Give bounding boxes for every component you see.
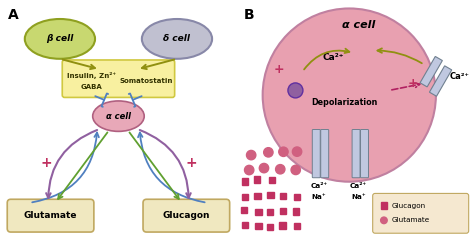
- Text: Ca²⁺: Ca²⁺: [449, 72, 469, 81]
- FancyArrowPatch shape: [140, 130, 191, 198]
- Text: B: B: [244, 9, 255, 23]
- FancyBboxPatch shape: [373, 193, 469, 233]
- Text: A: A: [9, 9, 19, 23]
- Bar: [255, 209, 262, 215]
- FancyArrowPatch shape: [95, 93, 108, 107]
- Circle shape: [259, 163, 269, 173]
- FancyBboxPatch shape: [143, 199, 230, 232]
- FancyArrowPatch shape: [142, 59, 174, 69]
- Text: β cell: β cell: [46, 34, 73, 43]
- Ellipse shape: [142, 19, 212, 59]
- Bar: [254, 177, 260, 183]
- FancyArrowPatch shape: [129, 132, 179, 199]
- Text: Ca²⁺: Ca²⁺: [322, 53, 344, 62]
- Text: Glucagon: Glucagon: [163, 211, 210, 220]
- Circle shape: [381, 217, 387, 224]
- Bar: [280, 193, 286, 199]
- FancyArrowPatch shape: [377, 48, 422, 63]
- Text: Ca²⁺: Ca²⁺: [310, 183, 328, 189]
- Text: Na⁺: Na⁺: [351, 194, 366, 200]
- FancyBboxPatch shape: [312, 129, 320, 178]
- Text: Depolarization: Depolarization: [311, 98, 378, 107]
- Circle shape: [279, 147, 288, 156]
- Bar: [242, 194, 248, 200]
- Bar: [269, 177, 275, 183]
- FancyArrowPatch shape: [63, 59, 95, 69]
- FancyBboxPatch shape: [321, 129, 328, 178]
- FancyArrowPatch shape: [129, 93, 142, 107]
- Circle shape: [246, 150, 256, 160]
- Text: Glucagon: Glucagon: [392, 203, 426, 209]
- Bar: [381, 202, 387, 209]
- FancyArrowPatch shape: [304, 49, 349, 69]
- Text: Glutamate: Glutamate: [24, 211, 77, 220]
- Bar: [267, 192, 274, 198]
- FancyArrowPatch shape: [32, 133, 99, 202]
- Polygon shape: [429, 66, 452, 96]
- Polygon shape: [420, 56, 442, 87]
- FancyArrowPatch shape: [58, 132, 108, 199]
- Circle shape: [275, 164, 285, 174]
- Bar: [279, 222, 286, 229]
- FancyBboxPatch shape: [7, 199, 94, 232]
- Bar: [242, 178, 248, 185]
- FancyBboxPatch shape: [361, 129, 368, 178]
- Text: Somatostatin: Somatostatin: [120, 78, 173, 84]
- Ellipse shape: [25, 19, 95, 59]
- Bar: [267, 224, 273, 230]
- Text: δ cell: δ cell: [164, 34, 191, 43]
- Circle shape: [263, 9, 436, 182]
- Bar: [293, 194, 300, 200]
- FancyBboxPatch shape: [352, 129, 360, 178]
- Bar: [255, 223, 262, 229]
- Text: Na⁺: Na⁺: [311, 194, 326, 200]
- Text: +: +: [185, 156, 197, 170]
- Ellipse shape: [93, 101, 144, 131]
- Circle shape: [292, 147, 302, 156]
- Text: Insulin, Zn²⁺: Insulin, Zn²⁺: [67, 72, 116, 79]
- Text: α cell: α cell: [106, 112, 131, 121]
- Text: GABA: GABA: [81, 84, 102, 90]
- FancyBboxPatch shape: [62, 60, 174, 97]
- Bar: [254, 193, 261, 199]
- Text: +: +: [273, 63, 284, 76]
- Circle shape: [264, 148, 273, 157]
- Text: α cell: α cell: [342, 20, 375, 30]
- Bar: [293, 223, 300, 229]
- Bar: [293, 208, 300, 215]
- Circle shape: [288, 83, 303, 98]
- Bar: [267, 209, 273, 215]
- FancyArrowPatch shape: [392, 83, 419, 90]
- FancyArrowPatch shape: [138, 133, 205, 202]
- Text: +: +: [407, 77, 418, 90]
- Circle shape: [291, 165, 301, 175]
- Circle shape: [245, 165, 254, 175]
- Text: Glutamate: Glutamate: [392, 217, 429, 223]
- Bar: [280, 208, 286, 214]
- Bar: [241, 207, 247, 213]
- Text: Ca²⁺: Ca²⁺: [350, 183, 367, 189]
- FancyArrowPatch shape: [46, 130, 97, 198]
- Text: +: +: [40, 156, 52, 170]
- Bar: [242, 222, 248, 228]
